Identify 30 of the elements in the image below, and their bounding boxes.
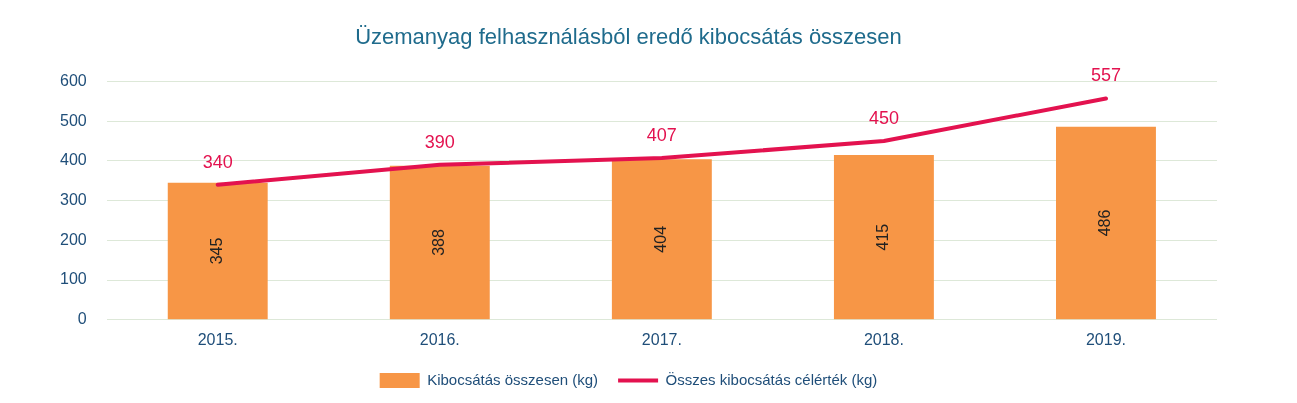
legend-label: Összes kibocsátás célérték (kg) (665, 370, 878, 388)
x-tick-label: 2017. (641, 330, 682, 348)
y-tick-label: 600 (59, 71, 87, 89)
data-label: 486 (1096, 209, 1114, 237)
bar (833, 154, 934, 320)
data-label: 557 (1090, 65, 1121, 86)
bar (167, 182, 268, 320)
y-tick-label: 0 (77, 310, 87, 328)
bar (1056, 126, 1156, 320)
data-label: 340 (202, 151, 233, 172)
data-label: 404 (652, 225, 670, 253)
y-tick-label: 200 (59, 230, 87, 248)
data-label: 390 (424, 131, 455, 152)
legend-label: Kibocsátás összesen (kg) (427, 370, 599, 388)
data-label: 388 (430, 229, 448, 256)
data-label: 415 (874, 223, 892, 251)
y-tick-label: 300 (59, 191, 87, 209)
bar (611, 159, 712, 320)
x-tick-label: 2019. (1085, 330, 1126, 348)
chart-title: Üzemanyag felhasználásból eredő kibocsátás összesen (355, 24, 902, 50)
data-label: 345 (208, 237, 226, 265)
data-label: 407 (646, 125, 677, 146)
data-label: 450 (868, 107, 899, 128)
x-tick-label: 2018. (863, 330, 904, 348)
bar (389, 165, 490, 320)
y-tick-label: 500 (59, 111, 87, 129)
x-tick-label: 2016. (419, 330, 460, 348)
x-tick-label: 2015. (197, 330, 238, 348)
y-tick-label: 100 (59, 270, 87, 288)
y-tick-label: 400 (59, 151, 87, 169)
